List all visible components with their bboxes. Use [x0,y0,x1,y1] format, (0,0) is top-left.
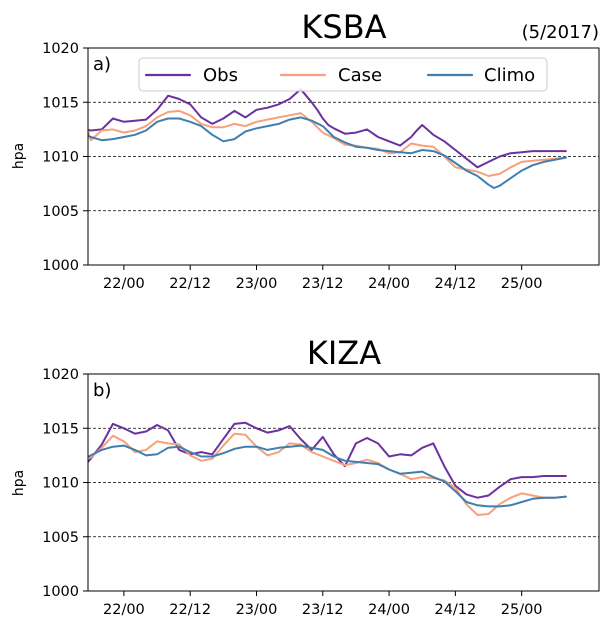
gridlines-kiza [88,427,599,538]
y-tick-label: 1005 [42,530,79,546]
legend-box [138,57,548,92]
legend: Obs Case Climo [138,57,548,92]
x-tick-label: 23/12 [302,276,344,292]
gridlines-ksba [88,101,599,212]
x-tick-label: 22/12 [169,602,211,618]
series-line-case-ksba [88,109,567,177]
x-tick-label: 24/00 [368,602,410,618]
series-line-obs-ksba [88,88,567,169]
x-tick-label: 23/00 [236,276,278,292]
y-tick-label: 1010 [42,150,79,166]
legend-label-climo: Climo [484,65,535,86]
series-group-ksba [88,88,567,189]
series-line-climo-ksba [88,116,567,189]
panel-label-a: a) [93,54,111,75]
date-label: (5/2017) [522,22,599,43]
legend-label-obs: Obs [203,65,238,86]
x-tick-label: 22/00 [103,276,145,292]
x-ticks-kiza: 22/00 22/12 23/00 23/12 24/00 24/12 25/00 [103,591,543,618]
y-tick-label: 1000 [42,258,79,274]
y-tick-label: 1015 [42,421,79,437]
series-line-climo-kiza [88,444,567,508]
chart-title-ksba: KSBA [301,8,386,46]
x-tick-label: 23/00 [236,602,278,618]
x-tick-label: 22/00 [103,602,145,618]
y-tick-label: 1015 [42,95,79,111]
chart-title-kiza: KIZA [307,334,381,372]
x-tick-label: 24/12 [434,602,476,618]
x-tick-label: 22/12 [169,276,211,292]
x-tick-label: 24/12 [434,276,476,292]
y-axis-label-ksba: hpa [11,143,27,169]
x-tick-label: 25/00 [501,602,543,618]
y-ticks-kiza: 1000 1005 1010 1015 1020 [42,367,88,600]
legend-label-case: Case [338,65,382,86]
x-tick-label: 25/00 [501,276,543,292]
y-axis-label-kiza: hpa [11,470,27,496]
y-tick-label: 1010 [42,476,79,492]
y-tick-label: 1005 [42,204,79,220]
y-tick-label: 1020 [42,41,79,57]
series-line-obs-kiza [88,421,567,499]
y-ticks-ksba: 1000 1005 1010 1015 1020 [42,41,88,274]
x-ticks-ksba: 22/00 22/12 23/00 23/12 24/00 24/12 25/00 [103,265,543,292]
series-group-kiza [88,421,567,516]
x-tick-label: 24/00 [368,276,410,292]
panel-ksba: KSBA (5/2017) a) hpa 1000 1005 1010 1015 102… [11,8,600,292]
x-tick-label: 23/12 [302,602,344,618]
y-tick-label: 1020 [42,367,79,383]
panel-label-b: b) [93,380,111,401]
y-tick-label: 1000 [42,584,79,600]
series-line-case-kiza [88,432,567,516]
